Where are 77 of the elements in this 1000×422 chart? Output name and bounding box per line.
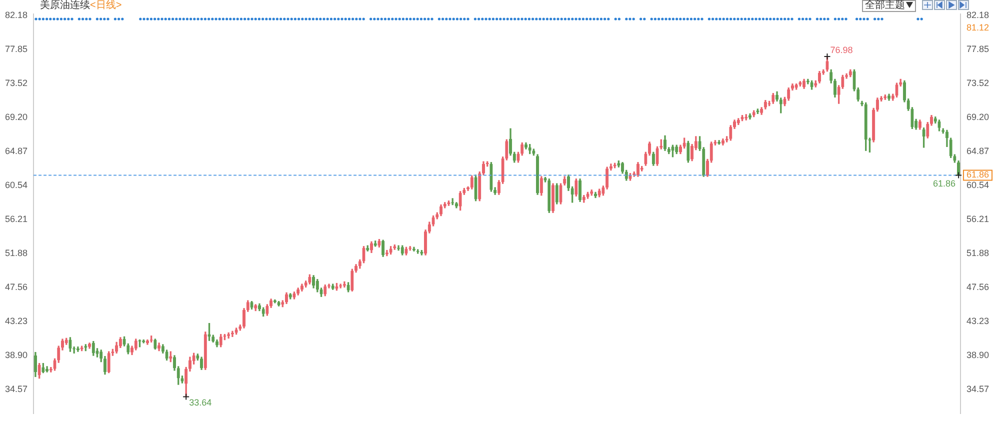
y2-tick-label: 82.18 bbox=[966, 10, 990, 20]
candlestick bbox=[382, 240, 385, 257]
candlestick bbox=[490, 162, 493, 192]
y-tick-label: 47.56 bbox=[4, 282, 28, 292]
y-tick-label: 38.90 bbox=[4, 350, 28, 360]
candlestick bbox=[400, 245, 404, 256]
candlestick bbox=[200, 356, 204, 370]
candlestick bbox=[68, 337, 72, 352]
y2-tick-label: 64.87 bbox=[966, 146, 990, 156]
y2-tick-label: 38.90 bbox=[966, 350, 990, 360]
y-tick-label: 73.52 bbox=[4, 78, 28, 88]
candlestick bbox=[34, 352, 37, 378]
y2-tick-label: 56.21 bbox=[966, 214, 990, 224]
candlestick bbox=[938, 120, 941, 132]
candlestick bbox=[122, 336, 126, 346]
candlestick bbox=[312, 275, 316, 288]
candlestick bbox=[555, 183, 558, 204]
candlestick bbox=[910, 107, 914, 129]
candlestick bbox=[686, 140, 690, 163]
candlestick bbox=[165, 350, 168, 361]
candlestick bbox=[215, 339, 219, 348]
candlestick bbox=[331, 284, 334, 290]
candlestick bbox=[277, 301, 280, 306]
y2-tick-label: 60.54 bbox=[966, 180, 990, 190]
y2-tick-label: 51.88 bbox=[966, 248, 990, 258]
y2-tick-label: 34.57 bbox=[966, 384, 990, 394]
candlestick bbox=[366, 245, 370, 252]
candlestick bbox=[126, 343, 130, 354]
candlestick bbox=[454, 202, 458, 208]
y-tick-label: 56.21 bbox=[4, 214, 28, 224]
candlestick bbox=[578, 178, 582, 202]
annotation: 33.64 bbox=[189, 397, 212, 408]
candlestick bbox=[180, 376, 184, 384]
candlestick bbox=[675, 144, 678, 154]
ref-line-label: 61.86 bbox=[966, 170, 990, 180]
candlestick bbox=[374, 240, 377, 247]
candlestick bbox=[161, 344, 164, 354]
candlestick bbox=[663, 135, 667, 151]
candlestick bbox=[320, 288, 323, 297]
candlestick bbox=[262, 307, 265, 317]
y2-tick-label: 77.85 bbox=[966, 44, 990, 54]
candlestick bbox=[852, 69, 856, 92]
candlestick bbox=[536, 154, 540, 195]
candlestick bbox=[250, 301, 254, 310]
candlestick bbox=[566, 174, 570, 191]
text: 81.12 bbox=[966, 22, 990, 32]
candlestick bbox=[617, 160, 620, 168]
y-tick-label: 60.54 bbox=[4, 180, 28, 190]
y2-tick-label: 69.20 bbox=[966, 112, 990, 122]
y-tick-label: 34.57 bbox=[4, 384, 28, 394]
candlestick bbox=[548, 178, 551, 213]
candlestick bbox=[316, 279, 319, 292]
annotation: 76.98 bbox=[830, 45, 853, 56]
candlestick bbox=[922, 128, 926, 148]
y-tick-label: 77.85 bbox=[4, 44, 28, 54]
candlestick bbox=[154, 338, 157, 350]
y-tick-label: 43.23 bbox=[4, 316, 28, 326]
chart-subtitle: <日线> bbox=[90, 0, 122, 11]
candlestick bbox=[671, 144, 674, 158]
candlestick bbox=[702, 147, 706, 177]
candlestick bbox=[474, 174, 478, 202]
y-tick-label: 64.87 bbox=[4, 146, 28, 156]
candlestick bbox=[953, 154, 956, 163]
y-tick-label: 51.88 bbox=[4, 248, 28, 258]
y2-tick-label: 43.23 bbox=[966, 316, 990, 326]
annotation: 61.86 bbox=[933, 178, 956, 189]
candlestick bbox=[887, 94, 891, 101]
y-tick-label: 69.20 bbox=[4, 112, 28, 122]
candlestick bbox=[346, 282, 350, 292]
candlestick bbox=[810, 80, 814, 90]
y2-tick-label: 47.56 bbox=[966, 282, 990, 292]
candlestick bbox=[544, 176, 547, 182]
candlestick bbox=[652, 152, 655, 166]
candlestick bbox=[864, 102, 868, 151]
y-tick-label: 82.18 bbox=[4, 10, 28, 20]
y2-tick-label: 73.52 bbox=[966, 78, 990, 88]
candlestick bbox=[698, 136, 702, 151]
